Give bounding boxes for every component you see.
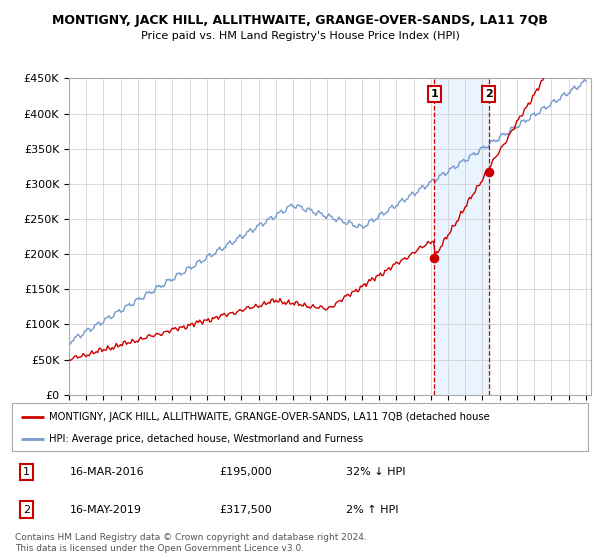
Text: Contains HM Land Registry data © Crown copyright and database right 2024.: Contains HM Land Registry data © Crown c… xyxy=(15,533,367,542)
Text: 2% ↑ HPI: 2% ↑ HPI xyxy=(346,505,398,515)
Text: 1: 1 xyxy=(430,89,438,99)
Text: £317,500: £317,500 xyxy=(220,505,272,515)
Text: MONTIGNY, JACK HILL, ALLITHWAITE, GRANGE-OVER-SANDS, LA11 7QB: MONTIGNY, JACK HILL, ALLITHWAITE, GRANGE… xyxy=(52,14,548,27)
Text: 32% ↓ HPI: 32% ↓ HPI xyxy=(346,466,406,477)
Text: Price paid vs. HM Land Registry's House Price Index (HPI): Price paid vs. HM Land Registry's House … xyxy=(140,31,460,41)
Text: This data is licensed under the Open Government Licence v3.0.: This data is licensed under the Open Gov… xyxy=(15,544,304,553)
Text: 1: 1 xyxy=(23,466,30,477)
Text: 16-MAR-2016: 16-MAR-2016 xyxy=(70,466,144,477)
Text: £195,000: £195,000 xyxy=(220,466,272,477)
Text: MONTIGNY, JACK HILL, ALLITHWAITE, GRANGE-OVER-SANDS, LA11 7QB (detached house: MONTIGNY, JACK HILL, ALLITHWAITE, GRANGE… xyxy=(49,412,490,422)
Point xyxy=(484,167,494,176)
Bar xyxy=(434,78,489,395)
Text: 2: 2 xyxy=(23,505,30,515)
Text: 16-MAY-2019: 16-MAY-2019 xyxy=(70,505,142,515)
Text: 2: 2 xyxy=(485,89,493,99)
Text: HPI: Average price, detached house, Westmorland and Furness: HPI: Average price, detached house, West… xyxy=(49,434,364,444)
Point xyxy=(430,253,439,262)
